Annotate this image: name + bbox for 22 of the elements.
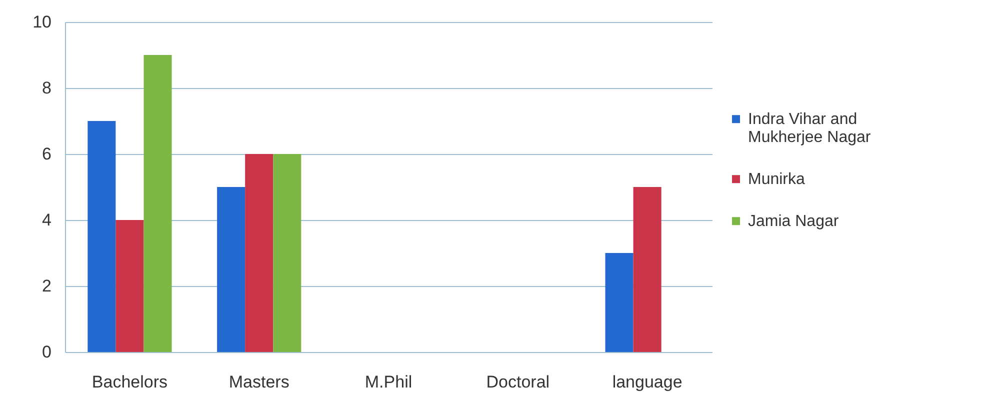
x-tick-label: language: [612, 372, 682, 392]
bar: [144, 55, 172, 352]
bar: [605, 253, 634, 352]
bar: [633, 187, 662, 352]
y-tick-label: 8: [42, 78, 52, 98]
bar: [273, 154, 302, 352]
x-tick-label: Bachelors: [92, 372, 168, 392]
bar: [116, 220, 144, 352]
legend-label: Indra Vihar and Mukherjee Nagar: [748, 111, 872, 146]
y-tick-label: 4: [42, 210, 52, 230]
legend-label: Munirka: [748, 171, 806, 188]
y-tick-label: 6: [42, 144, 52, 164]
x-tick-label: Doctoral: [486, 372, 550, 392]
bar: [217, 187, 246, 352]
y-tick-label: 10: [32, 12, 52, 32]
bar: [88, 121, 116, 352]
x-tick-label: Masters: [228, 372, 290, 392]
bar: [245, 154, 274, 352]
y-tick-label: 0: [42, 342, 52, 362]
x-tick-label: M.Phil: [364, 372, 412, 392]
y-tick-label: 2: [42, 276, 52, 296]
legend-label: Jamia Nagar: [748, 213, 840, 230]
